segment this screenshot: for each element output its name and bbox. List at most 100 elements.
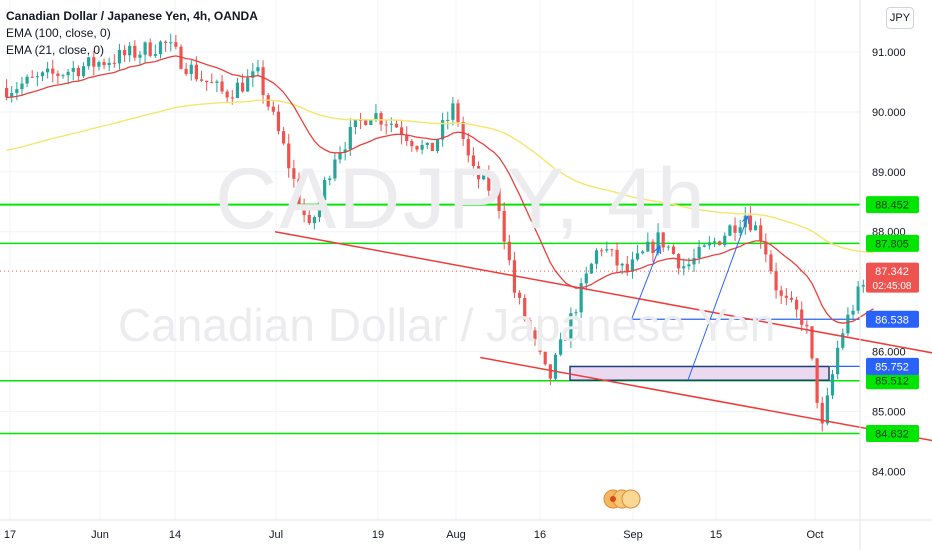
candle-body <box>697 246 701 258</box>
candle-body <box>30 76 34 78</box>
candle-body <box>210 82 214 84</box>
candle-body <box>97 62 101 67</box>
legend-ema100[interactable]: EMA (100, close, 0) <box>6 26 111 40</box>
x-tick-label: 17 <box>4 529 16 541</box>
candle-body <box>394 123 399 128</box>
candle-body <box>199 79 204 81</box>
candle-body <box>451 103 455 120</box>
candle-body <box>333 159 337 179</box>
candle-body <box>205 80 209 83</box>
x-tick-label: Jun <box>91 529 109 541</box>
candle-body <box>87 57 91 67</box>
candle-body <box>328 178 332 181</box>
candle-body <box>435 139 440 151</box>
candle-body <box>466 138 470 156</box>
candle-body <box>148 42 152 56</box>
candle-body <box>718 241 722 245</box>
candle-body <box>641 251 645 254</box>
candle-body <box>399 127 404 136</box>
current-price-tag-bg <box>866 262 919 293</box>
candle-body <box>533 330 537 340</box>
candle-body <box>733 225 737 233</box>
chart-title[interactable]: Canadian Dollar / Japanese Yen, 4h, OAND… <box>6 9 258 23</box>
candle-body <box>820 402 824 424</box>
candle-body <box>128 45 132 56</box>
candle-body <box>71 67 75 72</box>
candle-body <box>61 75 65 77</box>
candle-body <box>743 215 747 228</box>
candle-body <box>564 339 568 341</box>
candle-body <box>764 241 768 255</box>
candle-body <box>594 250 599 264</box>
candle-body <box>230 97 234 99</box>
candle-body <box>153 54 157 56</box>
candle-body <box>15 89 19 93</box>
candle-body <box>184 68 188 74</box>
level-price-tag-bg <box>866 424 919 442</box>
candle-body <box>292 168 296 179</box>
level-price-tag-bg <box>866 372 919 390</box>
candle-body <box>143 42 147 55</box>
candle-body <box>302 203 306 215</box>
replay-icon[interactable] <box>603 489 641 509</box>
candle-body <box>538 339 542 352</box>
candle-body <box>856 286 860 311</box>
candle-body <box>723 235 727 245</box>
x-tick-label: Sep <box>623 529 643 541</box>
candle-body <box>774 271 778 291</box>
candle-body <box>92 57 96 67</box>
candle-body <box>836 347 840 375</box>
x-tick-label: 19 <box>372 529 384 541</box>
candle-body <box>240 82 245 92</box>
legend-ema21[interactable]: EMA (21, close, 0) <box>6 43 105 57</box>
candle-body <box>846 314 850 334</box>
y-tick-label: 89.000 <box>872 167 906 179</box>
candle-body <box>35 76 39 78</box>
projection-arrow <box>631 245 661 319</box>
candle-body <box>220 81 224 92</box>
candle-body <box>682 266 686 269</box>
level-price-tag: 88.452 <box>875 200 909 212</box>
candle-body <box>343 149 347 153</box>
currency-button[interactable]: JPY <box>886 7 914 29</box>
candle-body <box>656 232 660 253</box>
candle-body <box>610 249 614 251</box>
level-price-tag: 84.632 <box>875 428 909 440</box>
projection-arrow <box>687 215 749 381</box>
y-tick-label: 84.000 <box>872 466 906 478</box>
candle-body <box>779 290 783 296</box>
candle-body <box>502 210 506 242</box>
candle-body <box>107 62 111 66</box>
legend: Canadian Dollar / Japanese Yen, 4h, OAND… <box>6 8 258 59</box>
candle-body <box>46 68 50 73</box>
candle-body <box>66 71 70 76</box>
candle-body <box>517 292 522 298</box>
candle-body <box>425 142 429 146</box>
candle-body <box>707 242 711 246</box>
candle-body <box>569 313 573 341</box>
candle-body <box>805 324 809 327</box>
x-tick-label: Oct <box>806 529 823 541</box>
candle-body <box>261 67 265 96</box>
candle-body <box>482 173 486 180</box>
candle-body <box>523 297 527 320</box>
candle-body <box>810 326 814 359</box>
marked-price-tag-bg <box>866 310 919 328</box>
candle-body <box>795 299 799 310</box>
candle-body <box>410 141 414 147</box>
candle-body <box>56 73 60 77</box>
candle-body <box>353 119 358 127</box>
candle-body <box>312 217 316 224</box>
candle-body <box>661 232 665 248</box>
candle-body <box>789 297 794 300</box>
candle-body <box>246 77 250 92</box>
candle-body <box>194 64 198 80</box>
marked-price-tag: 85.752 <box>875 361 909 373</box>
candle-body <box>164 41 168 43</box>
candle-body <box>323 180 327 201</box>
candle-body <box>861 285 865 287</box>
candle-body <box>671 246 676 255</box>
candle-body <box>384 124 388 126</box>
candle-body <box>271 106 275 112</box>
